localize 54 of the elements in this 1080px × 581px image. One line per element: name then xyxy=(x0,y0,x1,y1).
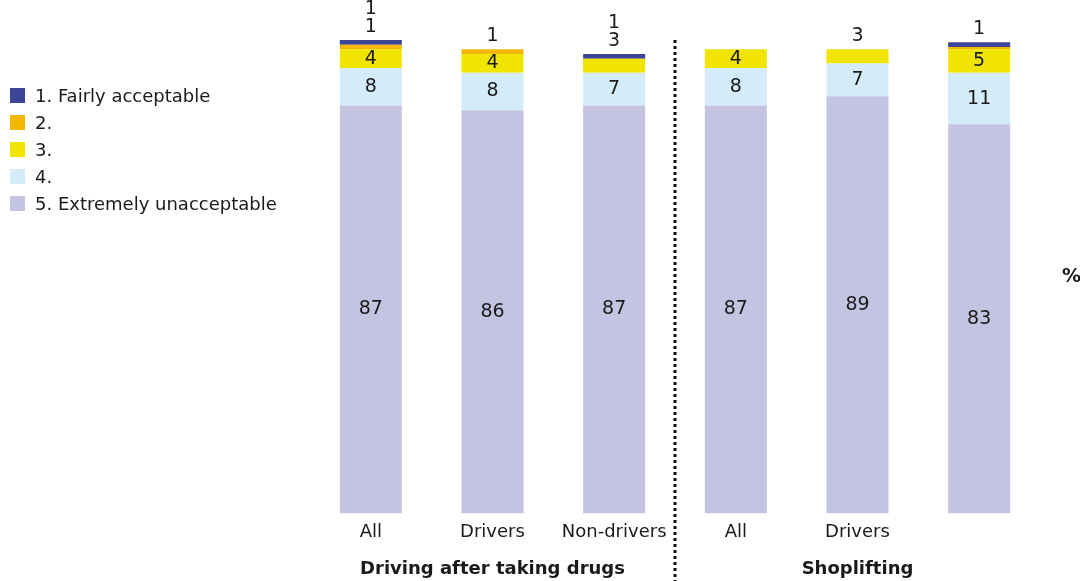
bar xyxy=(826,96,889,514)
data-label: 86 xyxy=(480,298,505,321)
data-label: 87 xyxy=(358,296,383,319)
bar xyxy=(826,49,889,64)
data-label: 89 xyxy=(845,291,870,314)
bar xyxy=(826,63,889,97)
text: Driving after taking drugs xyxy=(360,556,625,578)
bar xyxy=(948,72,1011,125)
data-label: 4 xyxy=(364,45,377,68)
bar xyxy=(461,54,524,73)
legend-label: 1. Fairly acceptable xyxy=(35,85,211,106)
bar xyxy=(461,72,524,111)
bar xyxy=(704,105,767,514)
bar xyxy=(461,110,524,514)
bar xyxy=(704,49,767,69)
text: Shoplifting xyxy=(801,556,914,578)
legend-label: 3. xyxy=(35,139,53,160)
bar xyxy=(583,105,646,514)
bar xyxy=(948,124,1011,514)
data-label: 4 xyxy=(729,45,742,68)
legend-label: 5. Extremely unacceptable xyxy=(35,193,277,214)
data-label: 7 xyxy=(851,66,864,89)
bar xyxy=(583,58,646,73)
data-label: 5 xyxy=(973,48,986,71)
data-label: 4 xyxy=(486,50,499,73)
bar xyxy=(948,42,1011,48)
data-label: 8 xyxy=(364,73,377,96)
data-label: 87 xyxy=(723,296,748,319)
bar xyxy=(583,72,646,106)
bar xyxy=(339,68,402,106)
data-label: 8 xyxy=(486,78,499,101)
legend-label: 4. xyxy=(35,166,53,187)
x-tick-label: All xyxy=(359,519,382,541)
bar xyxy=(339,49,402,69)
bar xyxy=(704,68,767,106)
x-tick-label: Drivers xyxy=(825,519,890,541)
data-label: 87 xyxy=(602,296,627,319)
legend-label: 2. xyxy=(35,112,53,133)
data-label: 11 xyxy=(967,85,992,108)
x-tick-label: Drivers xyxy=(460,519,525,541)
x-tick-label: Non-drivers xyxy=(561,519,667,541)
data-label: 8 xyxy=(729,73,742,96)
bar xyxy=(583,54,646,59)
data-label: 7 xyxy=(608,76,621,99)
x-tick-label: All xyxy=(724,519,747,541)
bar xyxy=(948,49,1011,73)
data-label: 1 xyxy=(973,16,986,39)
data-label: 3 xyxy=(851,23,864,46)
bar xyxy=(461,49,524,55)
bar xyxy=(339,105,402,514)
data-label: 83 xyxy=(967,305,992,328)
bar xyxy=(339,40,402,45)
y-axis-title: % xyxy=(1062,263,1080,286)
data-label: 1 xyxy=(486,23,499,46)
